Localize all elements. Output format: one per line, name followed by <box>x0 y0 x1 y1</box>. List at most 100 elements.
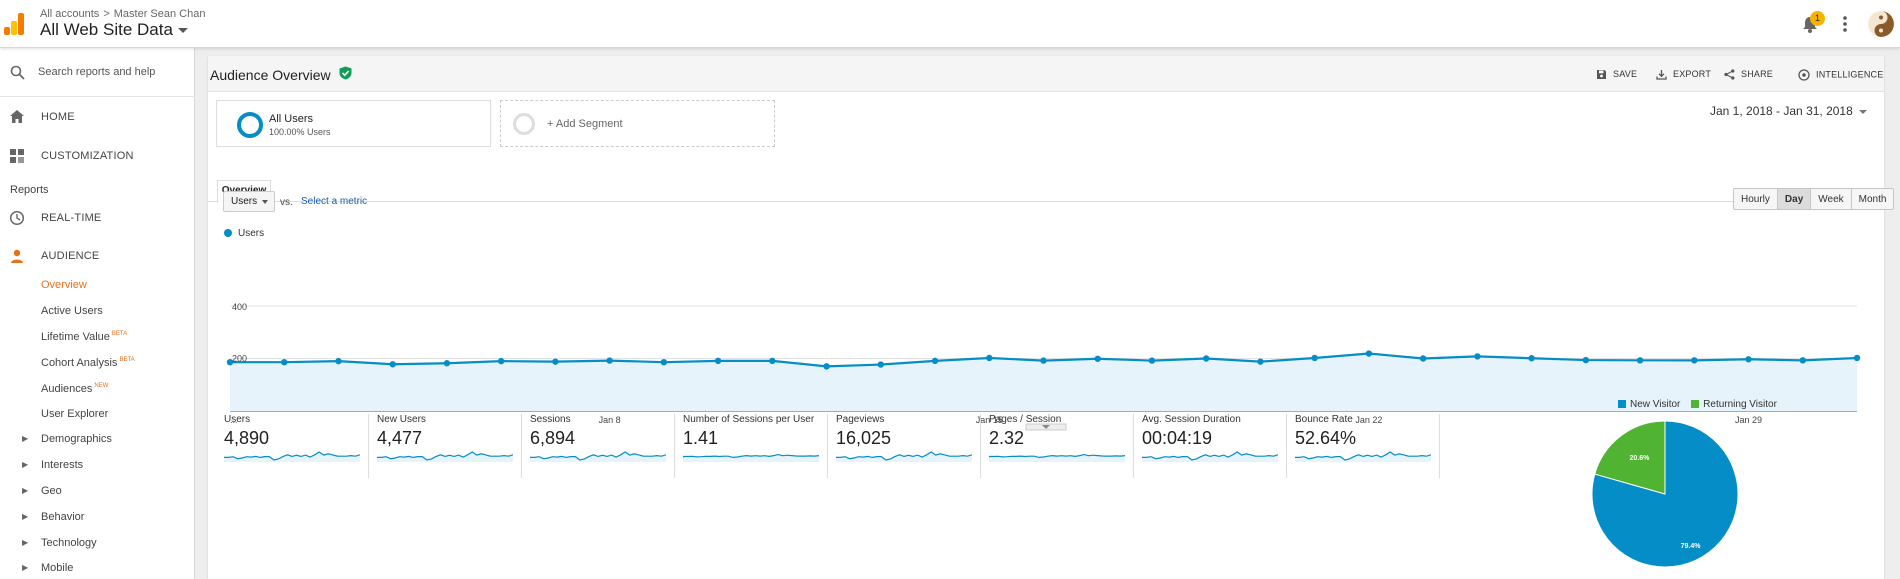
subitem-label: Technology <box>41 537 97 549</box>
sidebar-subitem-mobile[interactable]: Mobile <box>41 562 73 574</box>
scorecard-pageviews[interactable]: Pageviews 16,025 <box>836 414 981 478</box>
sidebar-subitem-overview[interactable]: Overview <box>41 279 87 291</box>
export-button[interactable]: EXPORT <box>1656 69 1711 80</box>
sparkline-line <box>683 453 819 459</box>
share-button[interactable]: SHARE <box>1724 69 1773 80</box>
sidebar-item-home[interactable]: HOME <box>0 106 195 128</box>
data-point[interactable] <box>1691 357 1698 364</box>
scorecard-label: Users <box>224 414 251 425</box>
dashboard-icon <box>10 149 24 163</box>
data-point[interactable] <box>335 357 342 365</box>
search-input[interactable] <box>38 62 188 82</box>
data-point[interactable] <box>281 358 288 366</box>
scorecard-bounce-rate[interactable]: Bounce Rate 52.64% <box>1295 414 1440 478</box>
scorecard-number-of-sessions-per-user[interactable]: Number of Sessions per User 1.41 <box>683 414 828 478</box>
data-point[interactable] <box>1094 355 1101 362</box>
scorecard-users[interactable]: Users 4,890 <box>224 414 369 478</box>
data-point[interactable] <box>1257 358 1264 365</box>
pie-slice-returning-visitor[interactable] <box>1594 420 1666 495</box>
scorecard-sessions[interactable]: Sessions 6,894 <box>530 414 675 478</box>
data-point[interactable] <box>389 361 396 368</box>
sidebar-subitem-lifetime-value[interactable]: Lifetime Value BETA <box>41 331 127 343</box>
sidebar-subitem-interests[interactable]: Interests <box>41 459 83 471</box>
sidebar-item-realtime[interactable]: REAL-TIME <box>0 207 195 229</box>
subitem-label: Interests <box>41 459 84 471</box>
data-point[interactable] <box>769 357 776 365</box>
sidebar-subitem-technology[interactable]: Technology <box>41 537 97 549</box>
sidebar-subitem-cohort-analysis[interactable]: Cohort Analysis BETA <box>41 357 135 369</box>
sidebar-subitem-geo[interactable]: Geo <box>41 485 62 497</box>
data-point[interactable] <box>1799 357 1806 364</box>
segment-subtitle: 100.00% Users <box>269 127 331 137</box>
select-metric-link[interactable]: Select a metric <box>301 196 368 207</box>
sidebar-item-audience[interactable]: AUDIENCE <box>0 245 195 267</box>
breadcrumb-all-accounts[interactable]: All accounts <box>40 8 100 20</box>
sidebar-subitem-user-explorer[interactable]: User Explorer <box>41 408 108 420</box>
data-point[interactable] <box>1853 354 1861 362</box>
sidebar-subitem-active-users[interactable]: Active Users <box>41 305 103 317</box>
sidebar-subitem-behavior[interactable]: Behavior <box>41 511 84 523</box>
sparkline-line <box>377 451 513 461</box>
sidebar-subitem-audiences[interactable]: Audiences NEW <box>41 383 108 395</box>
breadcrumb-account[interactable]: Master Sean Chan <box>113 8 206 20</box>
data-point[interactable] <box>1365 350 1373 357</box>
sidebar-subitem-demographics[interactable]: Demographics <box>41 433 112 445</box>
data-point[interactable] <box>1528 355 1535 362</box>
data-point[interactable] <box>986 354 993 362</box>
granularity-month-button[interactable]: Month <box>1850 189 1894 209</box>
data-point[interactable] <box>660 358 668 366</box>
granularity-week-button[interactable]: Week <box>1810 189 1851 209</box>
segment-ring-icon <box>237 112 263 138</box>
user-avatar[interactable] <box>1868 11 1894 37</box>
segment-all-users[interactable]: All Users 100.00% Users <box>216 100 491 147</box>
pie-slice-new-visitor[interactable] <box>1591 420 1739 568</box>
add-segment-button[interactable]: + Add Segment <box>500 100 775 147</box>
data-point[interactable] <box>226 358 234 366</box>
data-point[interactable] <box>1203 355 1210 362</box>
subitem-label: Behavior <box>41 511 85 523</box>
granularity-day-button[interactable]: Day <box>1776 189 1811 209</box>
date-range-picker[interactable]: Jan 1, 2018 - Jan 31, 2018 <box>1710 104 1867 118</box>
data-point[interactable] <box>1582 356 1590 364</box>
granularity-hourly-button[interactable]: Hourly <box>1734 189 1777 209</box>
vs-label: vs. <box>280 197 293 208</box>
save-button[interactable]: SAVE <box>1596 69 1637 80</box>
scorecard-new-users[interactable]: New Users 4,477 <box>377 414 522 478</box>
data-point[interactable] <box>1040 357 1047 364</box>
data-point[interactable] <box>1474 353 1481 360</box>
sidebar-item-label: REAL-TIME <box>41 212 102 224</box>
data-point[interactable] <box>1419 355 1427 362</box>
scorecard-sparkline <box>683 453 819 462</box>
intelligence-icon <box>1798 69 1810 81</box>
analytics-logo-icon[interactable] <box>4 13 24 35</box>
sidebar-item-customization[interactable]: CUSTOMIZATION <box>0 145 195 167</box>
scorecard-value: 4,477 <box>377 428 423 448</box>
intelligence-button[interactable]: INTELLIGENCE <box>1798 69 1883 81</box>
scorecard-label: Bounce Rate <box>1295 414 1353 425</box>
data-point[interactable] <box>1636 357 1644 364</box>
data-point[interactable] <box>877 361 884 368</box>
scorecard-sparkline <box>530 451 666 462</box>
subitem-label: User Explorer <box>41 408 109 420</box>
data-point[interactable] <box>1311 354 1318 362</box>
scorecard-pages-session[interactable]: Pages / Session 2.32 <box>989 414 1134 478</box>
data-point[interactable] <box>714 357 722 365</box>
data-point[interactable] <box>1745 356 1752 363</box>
caret-down-icon <box>262 200 268 204</box>
data-point[interactable] <box>443 360 451 367</box>
metric-dropdown[interactable]: Users <box>223 191 275 212</box>
property-selector[interactable]: All Web Site Data <box>40 20 188 40</box>
clock-icon <box>9 210 25 226</box>
search-icon <box>10 65 25 80</box>
data-point[interactable] <box>1148 357 1156 364</box>
data-point[interactable] <box>497 357 505 365</box>
beta-tag: BETA <box>111 331 128 338</box>
scorecard-avg-session-duration[interactable]: Avg. Session Duration 00:04:19 <box>1142 414 1287 478</box>
data-point[interactable] <box>823 363 830 370</box>
data-point[interactable] <box>552 358 559 365</box>
reports-section-label: Reports <box>10 184 49 196</box>
data-point[interactable] <box>606 357 613 364</box>
pie-legend: New Visitor Returning Visitor <box>1618 399 1777 410</box>
more-vert-icon[interactable] <box>1840 14 1850 34</box>
data-point[interactable] <box>931 357 939 365</box>
